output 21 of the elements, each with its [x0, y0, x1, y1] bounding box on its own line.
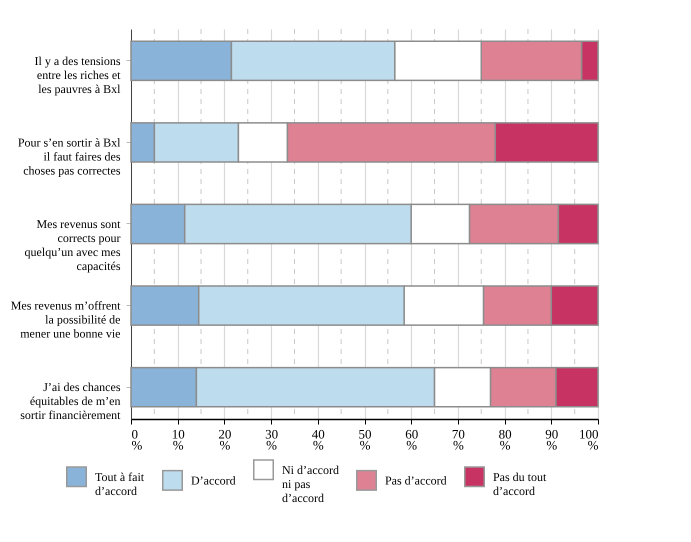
y-tick-label: Pour s’en sortir à Bxl il faut faires des choses pas correctes — [18, 135, 122, 178]
legend-label: Pas du tout d’accord — [493, 470, 548, 498]
x-tick-label: 30 % — [265, 426, 278, 452]
y-tick-label: Il y a des tensions entre les riches et les pauvres à Bxl — [34, 54, 122, 96]
y-tick-label: J’ai des chances équitables de m’en sortir financièrement — [20, 380, 122, 422]
y-tick-label: Mes revenus sont corrects pour quelqu’un avec mes capacités — [24, 217, 122, 273]
x-tick-label: 0 % — [132, 426, 142, 452]
x-tick-label: 50 % — [358, 426, 372, 452]
x-tick-label: 40 % — [312, 426, 325, 452]
legend-label: Tout à fait d’accord — [95, 470, 145, 498]
x-tick-label: 60 % — [405, 426, 418, 452]
x-tick-label: 90 % — [545, 426, 558, 452]
x-tick-label: 100 % — [579, 426, 599, 452]
x-tick-label: 80 % — [498, 426, 512, 452]
x-tick-label: 10 % — [172, 426, 185, 452]
legend-label: D’accord — [191, 473, 236, 488]
x-tick-label: 20 % — [218, 426, 232, 452]
x-tick-label: 70 % — [452, 426, 465, 452]
legend-label: Pas d’accord — [385, 473, 447, 488]
legend-label: Ni d’accord ni pas d’accord — [282, 462, 339, 505]
y-tick-label: Mes revenus m’offrent la possibilité de mener une bonne vie — [10, 298, 122, 341]
